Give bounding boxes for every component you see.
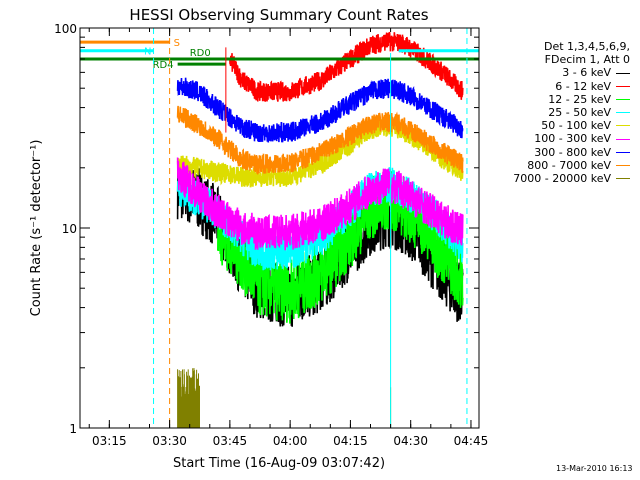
series-8 (177, 368, 392, 428)
x-axis-label: Start Time (16-Aug-09 03:07:42) (173, 456, 385, 471)
legend-item-1: 6 - 12 keV (478, 80, 634, 93)
series-trace-5 (176, 157, 464, 251)
series-5 (176, 157, 464, 251)
legend-swatch (616, 138, 630, 140)
legend-item-7: 800 - 7000 keV (478, 159, 634, 172)
legend-swatch (616, 98, 630, 100)
flag-label-0: S (174, 38, 180, 49)
legend-label: 3 - 6 keV (562, 66, 611, 80)
x-tick-label-3: 04:00 (273, 434, 308, 448)
x-tick-label-1: 03:30 (152, 434, 187, 448)
legend-header-line-2: FDecim 1, Att 0 (544, 53, 630, 67)
flag-label-1: N (144, 47, 151, 58)
flag-label-2: RD0 (190, 48, 211, 59)
flag-label-3: RD4 (153, 60, 174, 71)
axis-layer: 03:15 03:30 03:45 04:00 04:15 04:30 04:45 1 10 10… (54, 22, 488, 448)
legend-item-3: 25 - 50 keV (478, 106, 634, 119)
legend-label: 800 - 7000 keV (527, 158, 611, 172)
series-7 (176, 105, 464, 175)
y-axis-label: Count Rate (s⁻¹ detector⁻¹) (29, 140, 44, 317)
legend-label: 12 - 25 keV (548, 92, 611, 106)
y-tick-label-2: 100 (54, 22, 77, 36)
x-tick-label-0: 03:15 (92, 434, 127, 448)
legend-label: 6 - 12 keV (555, 79, 611, 93)
series-layer (176, 31, 464, 428)
legend-item-4: 50 - 100 keV (478, 119, 634, 132)
legend-label: 300 - 800 keV (534, 145, 611, 159)
series-4 (176, 117, 464, 188)
x-tick-label-2: 03:45 (213, 434, 248, 448)
legend-swatch (616, 178, 630, 180)
legend-swatch (616, 125, 630, 127)
legend-item-5: 100 - 300 keV (478, 132, 634, 145)
legend-label: 25 - 50 keV (548, 106, 611, 120)
y-tick-label-1: 10 (62, 222, 77, 236)
x-tick-label-5: 04:30 (393, 434, 428, 448)
x-tick-label-4: 04:15 (333, 434, 368, 448)
chart-title: HESSI Observing Summary Count Rates (129, 6, 428, 24)
marker-layer (153, 28, 468, 428)
legend-label: 100 - 300 keV (534, 132, 611, 146)
series-1 (229, 31, 464, 102)
series-trace-6 (176, 77, 464, 143)
legend-rows: 3 - 6 keV 6 - 12 keV 12 - 25 keV 25 - 50 ke… (478, 66, 634, 185)
series-trace-7 (176, 105, 464, 175)
legend-swatch (616, 151, 630, 153)
legend-swatch (616, 85, 630, 87)
legend-item-2: 12 - 25 keV (478, 93, 634, 106)
legend-item-8: 7000 - 20000 keV (478, 172, 634, 185)
series-6 (176, 77, 464, 143)
timestamp: 13-Mar-2010 16:13 (556, 464, 633, 473)
series-trace-8 (177, 368, 392, 428)
legend-header-line-1: Det 1,3,4,5,6,9, (543, 40, 630, 53)
flag-layer: S N RD0 RD4 (80, 38, 479, 71)
legend-swatch (616, 112, 630, 114)
series-trace-4 (176, 117, 464, 188)
x-tick-label-6: 04:45 (454, 434, 489, 448)
y-tick-label-0: 1 (69, 422, 77, 436)
legend-swatch (616, 72, 630, 74)
legend-label: 7000 - 20000 keV (513, 172, 611, 186)
legend-label: 50 - 100 keV (541, 119, 611, 133)
legend-swatch (616, 164, 630, 166)
legend: Det 1,3,4,5,6,9, FDecim 1, Att 0 3 - 6 k… (478, 40, 634, 185)
series-trace-1 (229, 31, 464, 102)
legend-item-0: 3 - 6 keV (478, 66, 634, 79)
legend-item-6: 300 - 800 keV (478, 146, 634, 159)
